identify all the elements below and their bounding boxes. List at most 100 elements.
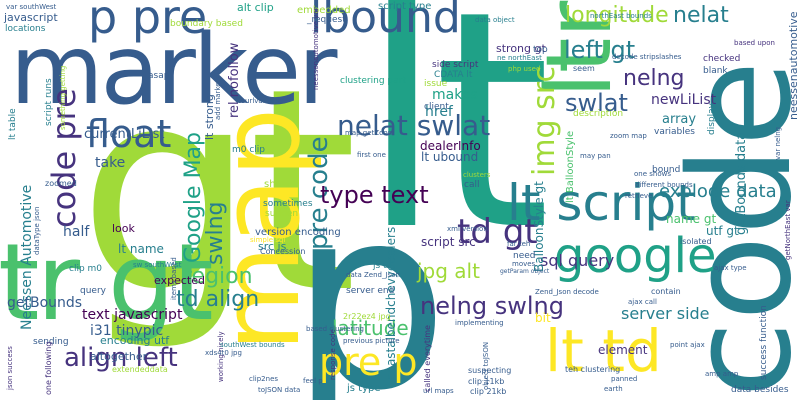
word-boundary-based: boundary based [170, 20, 243, 29]
word-different-bounds: different bounds [635, 182, 693, 189]
word-datatype-json: dataType json [34, 207, 41, 255]
word-based-upon: based upon [734, 40, 775, 47]
word-neessenautomotive-var: neessenautomotive var [313, 7, 320, 90]
word-server-end: server end [346, 287, 394, 296]
word-google-map: Google Map [183, 132, 205, 263]
word-isolated: isolated [680, 238, 712, 246]
word-type-text: type text [320, 183, 429, 207]
word-map-getzoom: map getZoom [345, 130, 394, 137]
word-tojson-data: toJSON data [258, 387, 300, 394]
word-success-function: success function [760, 305, 769, 380]
word-clusters: clusters [463, 172, 490, 179]
word-northeast-bounds: northEast bounds [590, 13, 652, 20]
word-ajax-type: ajax type [714, 265, 747, 272]
word-script-type: script type [378, 2, 431, 12]
word-alt-clip: alt clip [237, 2, 274, 13]
word-clip-m0: clip m0 [69, 265, 102, 274]
word-southwest-bounds: southWest bounds [220, 342, 285, 349]
word-call: call [464, 181, 479, 190]
word-one-following: one following [45, 342, 53, 395]
word-getnortheast-var: getNorthEast var [785, 200, 792, 260]
word-encoding-utf: encoding utf [100, 335, 169, 346]
word-panned: panned [611, 376, 637, 383]
word-getbounds: getBounds [7, 296, 82, 310]
word-take: take [95, 156, 125, 170]
word-js-ui: js ui [373, 262, 391, 271]
word-client: client [424, 103, 449, 112]
word-bit: bit [535, 312, 551, 324]
word-zend-json-decode: Zend_Json decode [535, 289, 599, 296]
word-called-everytime: called everytime [424, 325, 432, 392]
word-currentlilist: currentLiList [84, 128, 164, 141]
word-expected: expected [154, 275, 205, 286]
word-items-based: items based [171, 257, 178, 300]
word-var-nelng: var nelng [775, 127, 782, 160]
word-script-runs: script runs [45, 78, 54, 126]
word-implementing: implementing [455, 320, 504, 327]
word-sudden: sudden [265, 210, 298, 219]
word-contain: contain [651, 288, 681, 296]
word-zoom-map: zoom map [610, 133, 647, 140]
word-javascript: javascript [4, 12, 58, 23]
word-getboundsdata: getBounds data [735, 132, 748, 235]
word-may-pan: may pan [580, 153, 611, 160]
word-top: top [533, 46, 548, 55]
word-td-align: td align [176, 289, 259, 311]
word-array: array [662, 113, 696, 126]
word-add-markers: add markers [215, 76, 222, 120]
word-response-code: response code [330, 329, 337, 380]
word-server-side: server side [621, 306, 710, 322]
word-rel-nofollow: rel nofollow [228, 43, 241, 118]
word-nelng: nelng [623, 68, 685, 90]
word-xml-version: xml version [447, 226, 488, 233]
word-clustering-part: clustering part [340, 77, 406, 86]
word-checked: checked [703, 55, 740, 64]
word-script-src: script src [421, 236, 476, 248]
word-json-success: json success [7, 346, 14, 390]
word-data-zend: data Zend_Json [346, 272, 400, 279]
word-asap: asap [148, 72, 169, 81]
word-decode-stripslashes: decode stripslashes [612, 54, 681, 61]
word-swlng: swlng [205, 202, 227, 265]
word-extendeddata: extendeddata [112, 366, 168, 374]
word-xds4t0-jpg: xds4t0 jpg [205, 350, 242, 357]
word-data-object: data object [475, 17, 515, 24]
word-moves: moves [512, 261, 535, 268]
word-ne-northeast: ne northEast [497, 55, 542, 62]
word-previous-picture: previous picture [343, 338, 400, 345]
word-text-javascript: text javascript [82, 308, 182, 322]
word-nelat: nelat [673, 5, 729, 27]
word-locations: locations [5, 25, 45, 34]
word-display: display [708, 103, 717, 135]
word-concession: Concession [260, 248, 305, 256]
word-earth: earth [604, 386, 623, 393]
word-side-script: side script [432, 61, 478, 70]
word-half: half [63, 225, 89, 239]
word-altogether: altogether [90, 351, 147, 362]
word-lt-ubound: lt ubound [421, 151, 478, 163]
word-blank: blank [703, 67, 728, 76]
word-something-getting: something getting [60, 66, 67, 130]
word-teh-clustering: teh clustering [565, 366, 620, 374]
word-feel-p: feel p [303, 378, 323, 385]
word-bound: bound [652, 166, 680, 175]
word-tourlvalue-se: tourlvalue se [238, 98, 284, 105]
word-simple-sql: simple sql [250, 237, 285, 244]
word-show: show [264, 180, 290, 190]
word-based-clustering: based clustering [306, 326, 364, 333]
word-lt-table: lt table [9, 108, 18, 140]
word-ajax-call: ajax call [628, 299, 657, 306]
word-php-used: php used [508, 66, 540, 73]
word-far-teh: far teh [507, 241, 530, 248]
word-coastalbendchevydealers: coastalbendchevydealers [385, 227, 397, 380]
word-issue: issue [424, 80, 447, 89]
word-neessenautomotive: neessenautomotive [788, 11, 799, 120]
word-element: element [598, 344, 647, 356]
word-description: description [573, 110, 623, 119]
word-first-one: first one [357, 152, 386, 159]
word-lt-balloonstyle: lt BalloonStyle [566, 131, 576, 203]
word-retrieve: retrieve [625, 193, 652, 200]
word-object-tojson: object toJSON [483, 342, 490, 390]
word-img-src: img src [530, 66, 560, 176]
